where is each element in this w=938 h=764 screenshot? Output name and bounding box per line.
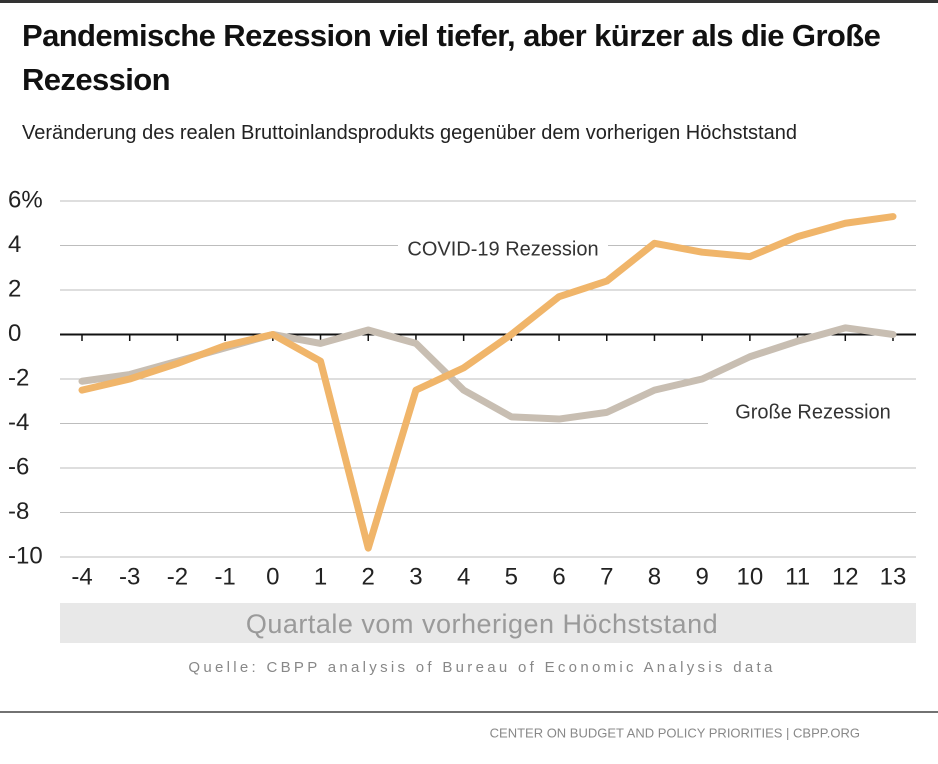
x-tick-label: 6 [552,563,565,590]
x-tick-label: 12 [832,563,859,590]
y-tick-label: -6 [8,453,29,480]
chart-title: Pandemische Rezession viel tiefer, aber … [22,18,881,97]
x-tick-label: 1 [314,563,327,590]
x-tick-label: -2 [167,563,188,590]
x-tick-label: 8 [648,563,661,590]
x-tick-label: 2 [362,563,375,590]
y-tick-label: 0 [8,320,21,347]
x-tick-label: 9 [695,563,708,590]
x-tick-label: 5 [505,563,518,590]
y-tick-label: 4 [8,231,21,258]
source: Quelle: CBPP analysis of Bureau of Econo… [188,659,775,676]
x-tick-label: 3 [409,563,422,590]
y-tick-label: -8 [8,498,29,525]
x-tick-label: 4 [457,563,470,590]
y-tick-label: -4 [8,409,29,436]
label-background [708,399,918,427]
y-tick-label: 6% [8,186,43,213]
y-tick-label: 2 [8,275,21,302]
x-tick-label: -1 [214,563,235,590]
x-tick-label: 0 [266,563,279,590]
footer: CENTER ON BUDGET AND POLICY PRIORITIES |… [490,725,860,740]
x-axis-label: Quartale vom vorherigen Höchststand [246,609,718,639]
y-tick-label: -2 [8,364,29,391]
series-line [78,213,897,552]
x-tick-label: 7 [600,563,613,590]
series-label: COVID-19 Rezession [407,238,598,260]
label-background [398,236,608,264]
x-tick-label: 10 [737,563,764,590]
chart-subtitle: Veränderung des realen Bruttoinlandsprod… [22,122,797,144]
x-label-band [60,603,916,643]
x-tick-label: -3 [119,563,140,590]
x-tick-label: 11 [785,563,810,590]
x-tick-label: 13 [880,563,907,590]
top-rule [0,0,938,3]
y-tick-label: -10 [8,542,43,569]
series-label: Große Rezession [735,401,891,423]
x-tick-label: -4 [71,563,92,590]
